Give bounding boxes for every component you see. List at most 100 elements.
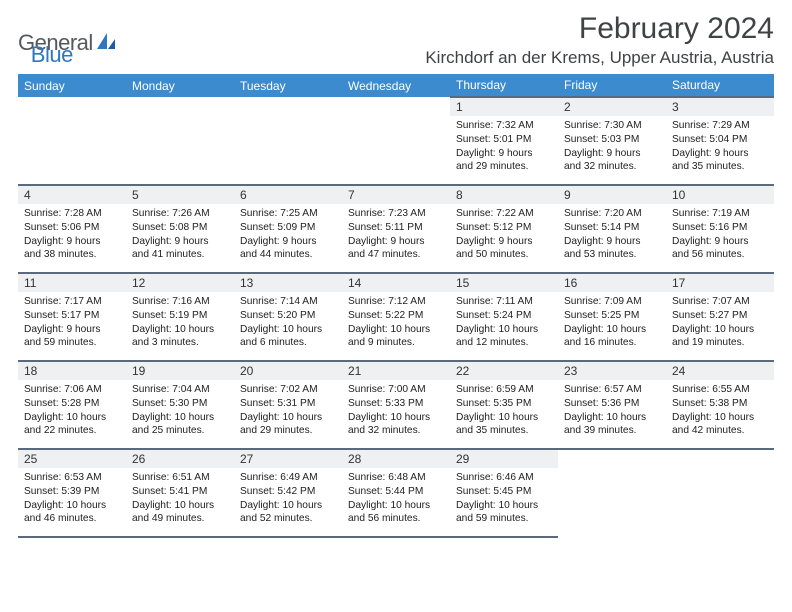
day-details: Sunrise: 7:28 AMSunset: 5:06 PMDaylight:… <box>18 204 126 266</box>
day-details: Sunrise: 7:17 AMSunset: 5:17 PMDaylight:… <box>18 292 126 354</box>
sunrise-line: Sunrise: 7:19 AM <box>672 207 768 221</box>
day-details: Sunrise: 7:00 AMSunset: 5:33 PMDaylight:… <box>342 380 450 442</box>
daylight-line: Daylight: 9 hours and 35 minutes. <box>672 147 768 175</box>
sunrise-line: Sunrise: 7:20 AM <box>564 207 660 221</box>
sunrise-line: Sunrise: 7:14 AM <box>240 295 336 309</box>
day-number: 8 <box>450 186 558 204</box>
calendar-table: Sunday Monday Tuesday Wednesday Thursday… <box>18 74 774 538</box>
day-details: Sunrise: 7:19 AMSunset: 5:16 PMDaylight:… <box>666 204 774 266</box>
day-number: 14 <box>342 274 450 292</box>
day-number: 17 <box>666 274 774 292</box>
sunset-line: Sunset: 5:33 PM <box>348 397 444 411</box>
day-number: 23 <box>558 362 666 380</box>
day-details: Sunrise: 6:53 AMSunset: 5:39 PMDaylight:… <box>18 468 126 530</box>
day-details: Sunrise: 7:25 AMSunset: 5:09 PMDaylight:… <box>234 204 342 266</box>
calendar-day-cell: 26Sunrise: 6:51 AMSunset: 5:41 PMDayligh… <box>126 449 234 537</box>
daylight-line: Daylight: 9 hours and 29 minutes. <box>456 147 552 175</box>
weekday-header: Monday <box>126 74 234 97</box>
calendar-day-cell: 12Sunrise: 7:16 AMSunset: 5:19 PMDayligh… <box>126 273 234 361</box>
calendar-day-cell <box>558 449 666 537</box>
calendar-day-cell: 19Sunrise: 7:04 AMSunset: 5:30 PMDayligh… <box>126 361 234 449</box>
daylight-line: Daylight: 10 hours and 46 minutes. <box>24 499 120 527</box>
sunrise-line: Sunrise: 7:22 AM <box>456 207 552 221</box>
day-number: 11 <box>18 274 126 292</box>
day-number: 9 <box>558 186 666 204</box>
day-number: 1 <box>450 98 558 116</box>
sunrise-line: Sunrise: 6:57 AM <box>564 383 660 397</box>
sunrise-line: Sunrise: 6:55 AM <box>672 383 768 397</box>
sunset-line: Sunset: 5:04 PM <box>672 133 768 147</box>
sunset-line: Sunset: 5:03 PM <box>564 133 660 147</box>
daylight-line: Daylight: 10 hours and 6 minutes. <box>240 323 336 351</box>
day-details: Sunrise: 7:20 AMSunset: 5:14 PMDaylight:… <box>558 204 666 266</box>
weekday-header: Friday <box>558 74 666 97</box>
day-number: 26 <box>126 450 234 468</box>
calendar-week-row: 4Sunrise: 7:28 AMSunset: 5:06 PMDaylight… <box>18 185 774 273</box>
day-number: 20 <box>234 362 342 380</box>
sunset-line: Sunset: 5:27 PM <box>672 309 768 323</box>
day-details: Sunrise: 6:49 AMSunset: 5:42 PMDaylight:… <box>234 468 342 530</box>
calendar-day-cell <box>18 97 126 185</box>
day-details: Sunrise: 7:23 AMSunset: 5:11 PMDaylight:… <box>342 204 450 266</box>
calendar-day-cell: 7Sunrise: 7:23 AMSunset: 5:11 PMDaylight… <box>342 185 450 273</box>
calendar-day-cell <box>234 97 342 185</box>
sunset-line: Sunset: 5:25 PM <box>564 309 660 323</box>
sunrise-line: Sunrise: 6:46 AM <box>456 471 552 485</box>
calendar-day-cell: 14Sunrise: 7:12 AMSunset: 5:22 PMDayligh… <box>342 273 450 361</box>
daylight-line: Daylight: 10 hours and 59 minutes. <box>456 499 552 527</box>
sunset-line: Sunset: 5:24 PM <box>456 309 552 323</box>
sunrise-line: Sunrise: 6:49 AM <box>240 471 336 485</box>
daylight-line: Daylight: 10 hours and 52 minutes. <box>240 499 336 527</box>
sunset-line: Sunset: 5:12 PM <box>456 221 552 235</box>
daylight-line: Daylight: 10 hours and 16 minutes. <box>564 323 660 351</box>
daylight-line: Daylight: 10 hours and 9 minutes. <box>348 323 444 351</box>
day-number: 3 <box>666 98 774 116</box>
location-subtitle: Kirchdorf an der Krems, Upper Austria, A… <box>425 48 774 68</box>
day-details: Sunrise: 7:32 AMSunset: 5:01 PMDaylight:… <box>450 116 558 178</box>
weekday-header: Tuesday <box>234 74 342 97</box>
day-number: 29 <box>450 450 558 468</box>
sunset-line: Sunset: 5:06 PM <box>24 221 120 235</box>
calendar-day-cell: 17Sunrise: 7:07 AMSunset: 5:27 PMDayligh… <box>666 273 774 361</box>
sunrise-line: Sunrise: 7:26 AM <box>132 207 228 221</box>
day-number: 18 <box>18 362 126 380</box>
calendar-day-cell: 24Sunrise: 6:55 AMSunset: 5:38 PMDayligh… <box>666 361 774 449</box>
calendar-week-row: 18Sunrise: 7:06 AMSunset: 5:28 PMDayligh… <box>18 361 774 449</box>
brand-logo: General Blue <box>18 18 73 68</box>
sunrise-line: Sunrise: 7:16 AM <box>132 295 228 309</box>
daylight-line: Daylight: 10 hours and 22 minutes. <box>24 411 120 439</box>
daylight-line: Daylight: 9 hours and 56 minutes. <box>672 235 768 263</box>
calendar-day-cell: 21Sunrise: 7:00 AMSunset: 5:33 PMDayligh… <box>342 361 450 449</box>
sunrise-line: Sunrise: 7:12 AM <box>348 295 444 309</box>
calendar-week-row: 11Sunrise: 7:17 AMSunset: 5:17 PMDayligh… <box>18 273 774 361</box>
calendar-day-cell: 3Sunrise: 7:29 AMSunset: 5:04 PMDaylight… <box>666 97 774 185</box>
calendar-day-cell: 25Sunrise: 6:53 AMSunset: 5:39 PMDayligh… <box>18 449 126 537</box>
day-number: 25 <box>18 450 126 468</box>
sunset-line: Sunset: 5:38 PM <box>672 397 768 411</box>
sunrise-line: Sunrise: 6:53 AM <box>24 471 120 485</box>
day-number: 27 <box>234 450 342 468</box>
day-details: Sunrise: 7:16 AMSunset: 5:19 PMDaylight:… <box>126 292 234 354</box>
day-number: 24 <box>666 362 774 380</box>
day-details: Sunrise: 7:30 AMSunset: 5:03 PMDaylight:… <box>558 116 666 178</box>
sunset-line: Sunset: 5:28 PM <box>24 397 120 411</box>
day-details: Sunrise: 6:57 AMSunset: 5:36 PMDaylight:… <box>558 380 666 442</box>
sunrise-line: Sunrise: 7:32 AM <box>456 119 552 133</box>
calendar-day-cell <box>126 97 234 185</box>
daylight-line: Daylight: 9 hours and 50 minutes. <box>456 235 552 263</box>
sunset-line: Sunset: 5:16 PM <box>672 221 768 235</box>
sunrise-line: Sunrise: 7:09 AM <box>564 295 660 309</box>
daylight-line: Daylight: 10 hours and 35 minutes. <box>456 411 552 439</box>
sunrise-line: Sunrise: 6:48 AM <box>348 471 444 485</box>
sunrise-line: Sunrise: 7:00 AM <box>348 383 444 397</box>
brand-name-b: Blue <box>31 42 73 68</box>
logo-sail-icon <box>95 31 117 56</box>
sunset-line: Sunset: 5:01 PM <box>456 133 552 147</box>
daylight-line: Daylight: 9 hours and 38 minutes. <box>24 235 120 263</box>
daylight-line: Daylight: 9 hours and 59 minutes. <box>24 323 120 351</box>
weekday-header: Thursday <box>450 74 558 97</box>
day-details: Sunrise: 6:48 AMSunset: 5:44 PMDaylight:… <box>342 468 450 530</box>
day-details: Sunrise: 7:26 AMSunset: 5:08 PMDaylight:… <box>126 204 234 266</box>
day-number: 21 <box>342 362 450 380</box>
daylight-line: Daylight: 9 hours and 32 minutes. <box>564 147 660 175</box>
